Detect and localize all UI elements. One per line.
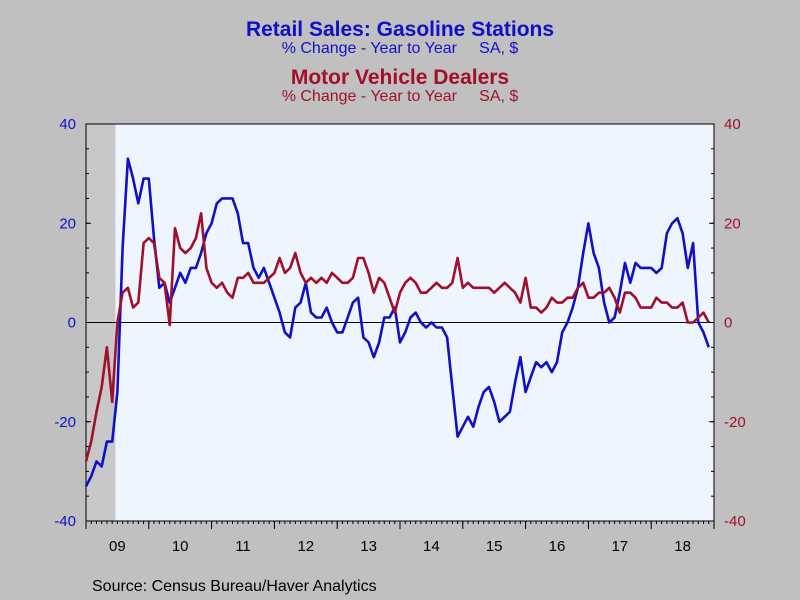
y-tick-label-right: 40: [724, 116, 741, 133]
y-tick-label-left: 40: [59, 116, 76, 133]
chart-subtitle-series2: % Change - Year to Year SA, $: [281, 88, 519, 105]
y-tick-label-left: -20: [54, 414, 76, 431]
x-tick-label: 10: [172, 538, 189, 555]
x-tick-label: 13: [360, 538, 377, 555]
x-tick-label: 16: [549, 538, 566, 555]
x-tick-label: 12: [297, 538, 314, 555]
y-tick-label-right: -20: [724, 414, 746, 431]
x-tick-label: 15: [486, 538, 503, 555]
y-tick-label-right: -40: [724, 513, 746, 530]
y-tick-label-left: 20: [59, 215, 76, 232]
chart-subtitle-series1: % Change - Year to Year SA, $: [281, 40, 519, 57]
source-note: Source: Census Bureau/Haver Analytics: [92, 578, 377, 595]
y-tick-label-left: 0: [68, 315, 76, 332]
x-tick-label: 09: [109, 538, 126, 555]
x-tick-label: 14: [423, 538, 440, 555]
chart-title-series2: Motor Vehicle Dealers: [290, 66, 510, 89]
series-line-motor-vehicle-dealers: [84, 212, 710, 462]
series-line-gasoline-stations: [84, 157, 711, 487]
x-tick-label: 11: [235, 538, 251, 555]
y-tick-label-left: -40: [54, 513, 76, 530]
y-tick-label-right: 20: [724, 215, 741, 232]
chart-title-series1: Retail Sales: Gasoline Stations: [245, 18, 555, 41]
y-tick-label-right: 0: [724, 315, 732, 332]
x-tick-label: 18: [674, 538, 691, 555]
x-tick-label: 17: [611, 538, 628, 555]
